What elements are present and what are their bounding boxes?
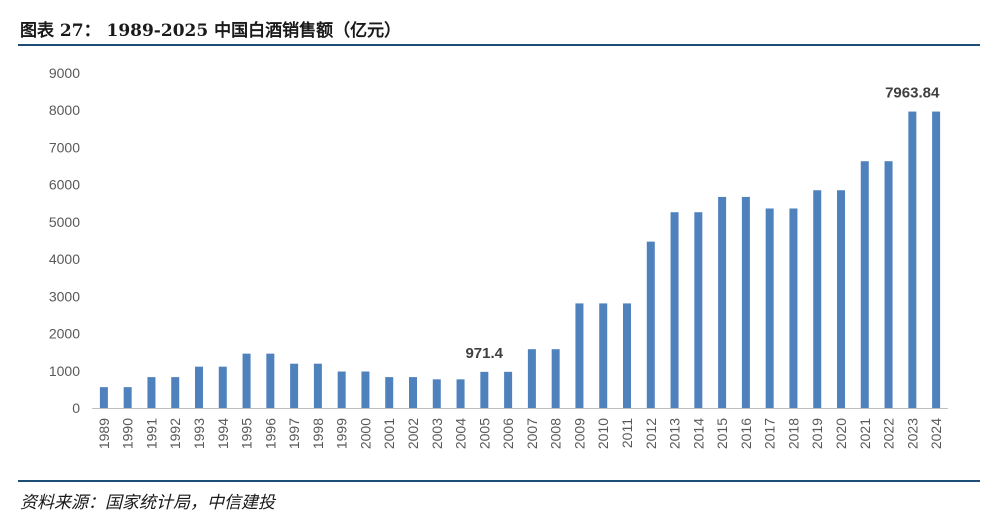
x-tick-label: 2003 [429, 418, 445, 449]
bar-2013 [670, 212, 679, 408]
footer-rule [18, 480, 980, 482]
x-tick-label: 2018 [785, 418, 801, 449]
x-tick-label: 1989 [96, 418, 112, 449]
x-tick-label: 2005 [476, 418, 492, 449]
y-tick-label: 0 [72, 400, 80, 416]
bar-2017 [765, 208, 774, 408]
x-tick-label: 2014 [690, 418, 706, 449]
y-tick-label: 7000 [49, 139, 80, 155]
x-tick-label: 2012 [643, 418, 659, 449]
bar-2018 [789, 208, 798, 408]
y-tick-label: 2000 [49, 326, 80, 342]
x-tick-label: 2010 [595, 418, 611, 449]
bar-2012 [646, 241, 655, 408]
x-tick-label: 2021 [857, 418, 873, 449]
x-tick-label: 1993 [191, 418, 207, 449]
bar-1995 [242, 353, 251, 408]
x-tick-label: 2007 [524, 418, 540, 449]
x-tick-label: 2004 [453, 418, 469, 449]
bar-2006 [504, 371, 513, 408]
bar-2007 [527, 349, 536, 408]
bar-2023 [908, 111, 917, 408]
bar-1989 [99, 387, 108, 408]
bar-2021 [860, 161, 869, 408]
x-tick-label: 1992 [167, 418, 183, 449]
data-label: 7963.84 [885, 85, 940, 102]
bar-1992 [171, 377, 180, 408]
bar-1997 [290, 363, 299, 408]
bar-1993 [195, 366, 203, 408]
x-tick-label: 1991 [143, 418, 159, 449]
x-tick-label: 2024 [928, 418, 944, 449]
title-bar: 图表 27： 1989-2025 中国白酒销售额（亿元） [18, 14, 980, 46]
bar-2003 [432, 379, 441, 408]
x-tick-label: 1995 [239, 418, 255, 449]
bar-1999 [337, 371, 346, 408]
x-tick-label: 1998 [310, 418, 326, 449]
x-tick-label: 2006 [500, 418, 516, 449]
bar-1990 [123, 387, 132, 408]
chart-title: 图表 27： 1989-2025 中国白酒销售额（亿元） [20, 21, 402, 41]
data-label: 971.4 [465, 345, 503, 362]
bar-2008 [551, 349, 560, 408]
y-tick-label: 3000 [49, 288, 80, 304]
bar-2010 [599, 303, 608, 408]
x-tick-label: 2017 [762, 418, 778, 449]
x-tick-label: 2008 [548, 418, 564, 449]
y-tick-label: 8000 [49, 102, 80, 118]
x-tick-label: 1994 [215, 418, 231, 449]
x-tick-label: 2013 [667, 418, 683, 449]
x-tick-label: 2015 [714, 418, 730, 449]
x-tick-label: 2019 [809, 418, 825, 449]
y-tick-label: 1000 [49, 363, 80, 379]
bar-2020 [837, 190, 845, 408]
bar-2011 [623, 303, 631, 408]
bar-1998 [313, 363, 322, 408]
x-tick-label: 2002 [405, 418, 421, 449]
bar-2000 [361, 371, 370, 408]
x-tick-label: 2001 [381, 418, 397, 449]
bar-2015 [718, 196, 727, 408]
bar-2005 [480, 371, 489, 408]
x-tick-label: 1997 [286, 418, 302, 449]
y-tick-label: 5000 [49, 214, 80, 230]
bar-2004 [456, 379, 465, 408]
x-tick-label: 1996 [262, 418, 278, 449]
bar-2024 [932, 111, 941, 408]
bar-2002 [409, 377, 417, 408]
y-tick-label: 9000 [49, 65, 80, 81]
x-tick-label: 2016 [738, 418, 754, 449]
bar-1996 [266, 353, 275, 408]
x-tick-label: 2011 [619, 418, 635, 448]
x-tick-label: 1990 [120, 418, 136, 449]
y-tick-label: 4000 [49, 251, 80, 267]
bar-1994 [218, 366, 227, 408]
bar-2014 [694, 212, 703, 408]
x-tick-label: 1999 [334, 418, 350, 449]
x-tick-label: 2022 [881, 418, 897, 449]
x-tick-label: 2000 [357, 418, 373, 449]
bar-2022 [884, 161, 893, 408]
bar-2016 [741, 196, 750, 408]
source-note: 资料来源：国家统计局，中信建投 [20, 493, 275, 513]
x-tick-label: 2020 [833, 418, 849, 449]
x-tick-label: 2023 [904, 418, 920, 449]
y-tick-label: 6000 [49, 177, 80, 193]
bar-2009 [575, 303, 584, 408]
x-tick-label: 2009 [571, 418, 587, 449]
bar-1991 [147, 377, 156, 408]
bar-2019 [813, 190, 822, 408]
bar-chart: 0 1000 2000 3000 4000 5000 6000 7000 8000 9000 198… [49, 65, 948, 449]
bar-2001 [385, 377, 394, 408]
